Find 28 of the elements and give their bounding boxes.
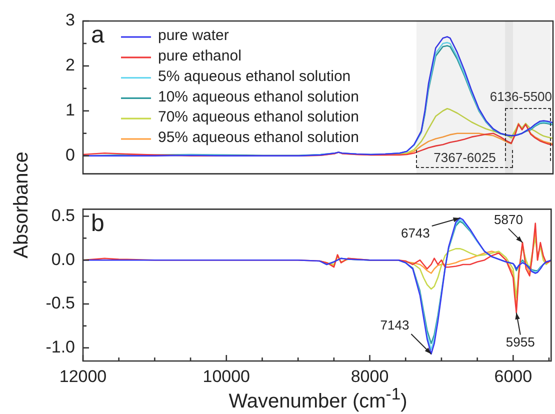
annotation: a — [91, 22, 105, 49]
annotation: 7143 — [380, 318, 410, 333]
band-label: 7367-6025 — [434, 150, 496, 165]
y-tick-label: -0.5 — [46, 294, 75, 313]
annotation: 6743 — [400, 226, 430, 241]
y-tick-label: 3 — [66, 10, 75, 30]
legend-label: pure water — [158, 27, 229, 44]
y-axis-title: Absorbance — [10, 152, 34, 258]
annotation: b — [91, 210, 104, 237]
y-tick-label: 2 — [66, 56, 75, 75]
legend-label: 10% aqueous ethanol solution — [158, 88, 359, 106]
y-tick-label: 0.5 — [51, 206, 75, 225]
y-tick-label: 0 — [66, 146, 75, 165]
legend-label: 95% aqueous ethanol solution — [158, 129, 359, 146]
x-tick-label: 12000 — [59, 366, 107, 386]
band-label: 6136-5500 — [490, 89, 552, 104]
x-tick-label: 10000 — [202, 366, 250, 386]
annotation: 5955 — [506, 334, 535, 350]
x-axis-title: Wavenumber (cm$^{-1}$) — [228, 384, 408, 414]
y-tick-label: 1 — [66, 100, 75, 120]
legend-label: pure ethanol — [158, 48, 242, 65]
legend-label: 5% aqueous ethanol solution — [158, 68, 351, 85]
annotation: 5870 — [494, 212, 523, 228]
legend-label: 70% aqueous ethanol solution — [158, 108, 359, 126]
y-tick-label: -1.0 — [46, 338, 75, 357]
x-tick-label: 6000 — [494, 366, 532, 386]
x-tick-label: 8000 — [350, 366, 389, 386]
y-tick-label: 0.0 — [51, 250, 75, 269]
